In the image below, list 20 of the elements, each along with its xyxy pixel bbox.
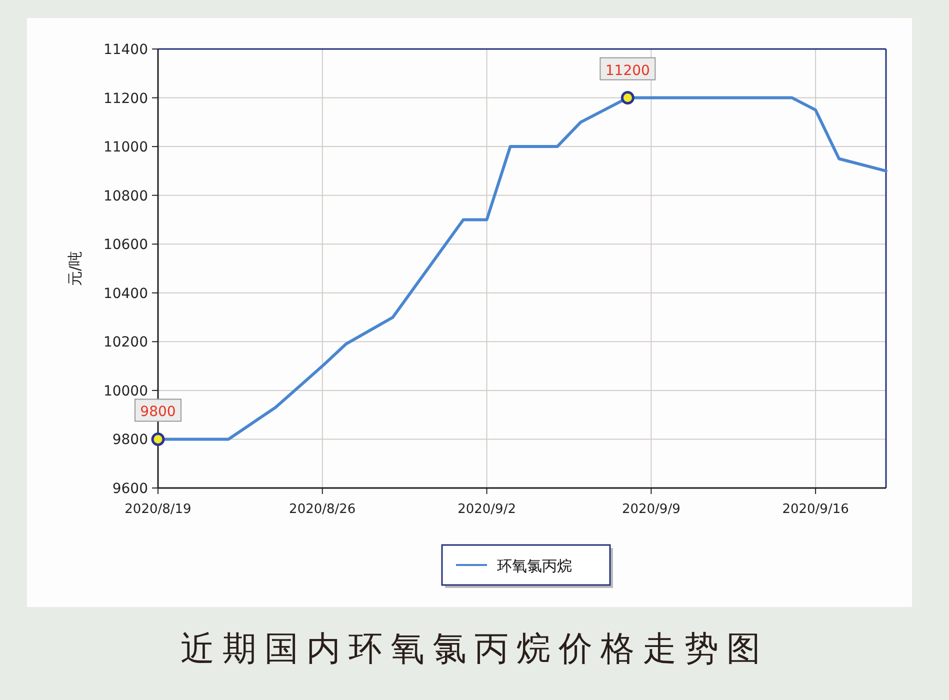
text: 近期国内环氧氯丙烷价格走势图 xyxy=(180,629,768,669)
x-tick-label: 2020/9/9 xyxy=(622,502,680,517)
x-tick-label: 2020/9/2 xyxy=(458,502,516,517)
y-tick-label: 9600 xyxy=(112,481,148,497)
y-tick-label: 11400 xyxy=(103,42,148,58)
y-tick-label: 10600 xyxy=(103,237,148,254)
y-tick-label: 9800 xyxy=(112,432,148,448)
legend-label: 环氧氯丙烷 xyxy=(497,557,572,575)
annotation: 11200 xyxy=(605,62,650,79)
y-tick-label: 11200 xyxy=(103,90,148,107)
y-tick-label: 11000 xyxy=(103,140,148,156)
y-tick-label: 10200 xyxy=(103,334,148,351)
annotation: 9800 xyxy=(140,404,176,420)
y-tick-label: 10400 xyxy=(103,286,148,302)
y-tick-label: 10800 xyxy=(103,188,148,204)
y-tick-label: 10000 xyxy=(103,383,148,400)
x-tick-label: 2020/8/19 xyxy=(124,502,192,517)
x-tick-label: 2020/8/26 xyxy=(289,502,356,517)
y-axis-title: 元/吨 xyxy=(66,250,84,286)
x-tick-label: 2020/9/16 xyxy=(782,502,849,517)
